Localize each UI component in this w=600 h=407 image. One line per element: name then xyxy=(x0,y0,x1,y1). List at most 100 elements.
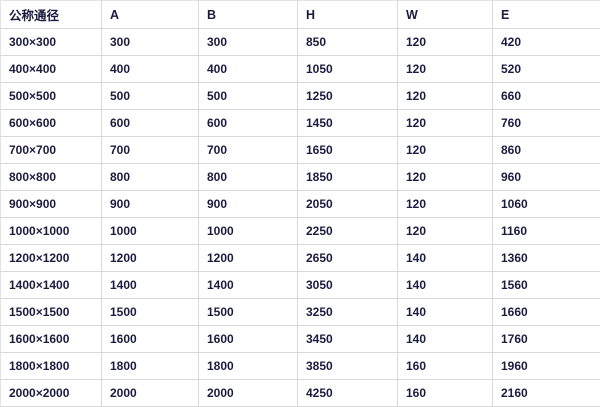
table-cell-a: 300 xyxy=(102,29,199,56)
table-cell-w: 120 xyxy=(398,191,493,218)
table-cell-w: 140 xyxy=(398,299,493,326)
table-cell-b: 1000 xyxy=(199,218,298,245)
table-cell-h: 1450 xyxy=(298,110,398,137)
table-cell-b: 1200 xyxy=(199,245,298,272)
table-cell-b: 500 xyxy=(199,83,298,110)
table-cell-nominal: 700×700 xyxy=(1,137,102,164)
table-cell-nominal: 1800×1800 xyxy=(1,353,102,380)
table-cell-w: 160 xyxy=(398,353,493,380)
table-cell-h: 2250 xyxy=(298,218,398,245)
table-cell-b: 1600 xyxy=(199,326,298,353)
table-cell-h: 4250 xyxy=(298,380,398,407)
table-cell-w: 120 xyxy=(398,56,493,83)
table-cell-a: 400 xyxy=(102,56,199,83)
table-cell-h: 2050 xyxy=(298,191,398,218)
table-cell-h: 850 xyxy=(298,29,398,56)
table-cell-nominal: 1000×1000 xyxy=(1,218,102,245)
table-cell-e: 1960 xyxy=(493,353,600,380)
table-cell-a: 600 xyxy=(102,110,199,137)
table-cell-e: 1360 xyxy=(493,245,600,272)
table-cell-w: 120 xyxy=(398,29,493,56)
table-cell-nominal: 1600×1600 xyxy=(1,326,102,353)
table-cell-w: 140 xyxy=(398,272,493,299)
table-cell-nominal: 500×500 xyxy=(1,83,102,110)
table-cell-a: 2000 xyxy=(102,380,199,407)
table-cell-h: 1050 xyxy=(298,56,398,83)
table-cell-b: 300 xyxy=(199,29,298,56)
table-cell-w: 120 xyxy=(398,110,493,137)
table-cell-b: 1500 xyxy=(199,299,298,326)
column-header-w: W xyxy=(398,1,493,29)
table-cell-b: 1400 xyxy=(199,272,298,299)
table-cell-nominal: 600×600 xyxy=(1,110,102,137)
column-header-e: E xyxy=(493,1,600,29)
column-header-b: B xyxy=(199,1,298,29)
table-cell-e: 520 xyxy=(493,56,600,83)
table-cell-h: 3450 xyxy=(298,326,398,353)
table-cell-b: 2000 xyxy=(199,380,298,407)
table-cell-w: 120 xyxy=(398,164,493,191)
table-cell-w: 120 xyxy=(398,83,493,110)
table-cell-e: 860 xyxy=(493,137,600,164)
table-cell-h: 1250 xyxy=(298,83,398,110)
table-cell-a: 1200 xyxy=(102,245,199,272)
table-cell-b: 700 xyxy=(199,137,298,164)
table-cell-nominal: 400×400 xyxy=(1,56,102,83)
table-cell-w: 140 xyxy=(398,326,493,353)
table-cell-nominal: 1200×1200 xyxy=(1,245,102,272)
table-cell-e: 1160 xyxy=(493,218,600,245)
table-cell-b: 600 xyxy=(199,110,298,137)
table-cell-a: 1600 xyxy=(102,326,199,353)
table-cell-e: 420 xyxy=(493,29,600,56)
table-cell-a: 1800 xyxy=(102,353,199,380)
table-cell-h: 1650 xyxy=(298,137,398,164)
table-cell-e: 2160 xyxy=(493,380,600,407)
table-cell-e: 660 xyxy=(493,83,600,110)
table-cell-w: 120 xyxy=(398,218,493,245)
column-header-nominal: 公称通径 xyxy=(1,1,102,29)
table-cell-a: 900 xyxy=(102,191,199,218)
table-cell-nominal: 2000×2000 xyxy=(1,380,102,407)
table-cell-b: 900 xyxy=(199,191,298,218)
table-cell-h: 3250 xyxy=(298,299,398,326)
table-cell-nominal: 1500×1500 xyxy=(1,299,102,326)
table-cell-h: 2650 xyxy=(298,245,398,272)
table-cell-nominal: 300×300 xyxy=(1,29,102,56)
table-cell-b: 1800 xyxy=(199,353,298,380)
table-cell-h: 1850 xyxy=(298,164,398,191)
table-cell-a: 1000 xyxy=(102,218,199,245)
table-header-row: 公称通径 A B H W E xyxy=(1,1,600,29)
table-cell-e: 1760 xyxy=(493,326,600,353)
table-cell-e: 1660 xyxy=(493,299,600,326)
table-cell-a: 1500 xyxy=(102,299,199,326)
table-cell-a: 500 xyxy=(102,83,199,110)
table-cell-a: 800 xyxy=(102,164,199,191)
table-cell-nominal: 800×800 xyxy=(1,164,102,191)
table-cell-w: 140 xyxy=(398,245,493,272)
table-cell-b: 800 xyxy=(199,164,298,191)
table-cell-h: 3850 xyxy=(298,353,398,380)
table-cell-nominal: 900×900 xyxy=(1,191,102,218)
table-cell-e: 960 xyxy=(493,164,600,191)
table-cell-a: 700 xyxy=(102,137,199,164)
table-cell-e: 1560 xyxy=(493,272,600,299)
table-cell-w: 160 xyxy=(398,380,493,407)
table-cell-a: 1400 xyxy=(102,272,199,299)
column-header-h: H xyxy=(298,1,398,29)
table-cell-h: 3050 xyxy=(298,272,398,299)
table-cell-w: 120 xyxy=(398,137,493,164)
